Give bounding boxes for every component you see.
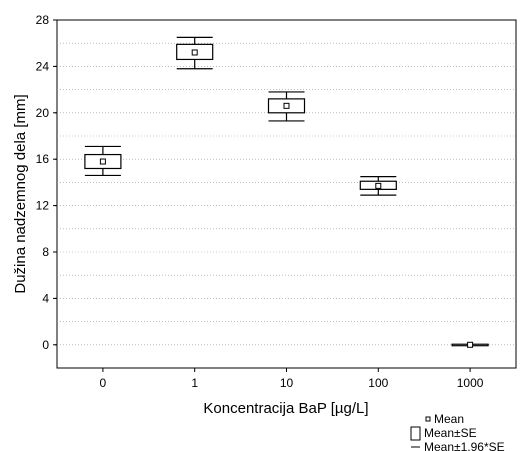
legend: Mean Mean±SE Mean±1,96*SE — [410, 412, 505, 451]
y-tick-label: 0 — [42, 338, 49, 352]
box-0 — [84, 145, 122, 177]
x-tick-label: 100 — [368, 376, 388, 390]
mean-marker — [191, 49, 198, 56]
mean-marker — [283, 102, 290, 109]
mean-marker — [467, 341, 474, 348]
plot-frame — [56, 19, 517, 369]
box-1 — [176, 36, 214, 70]
box-1000 — [451, 341, 489, 348]
legend-mean-icon — [425, 416, 431, 422]
legend-se-icon — [410, 426, 421, 441]
mean-marker — [375, 182, 382, 189]
x-axis: 0 1 10 100 1000 — [100, 368, 484, 390]
y-axis: 0 4 8 12 16 20 24 28 — [36, 13, 57, 352]
x-tick-label: 1000 — [457, 376, 484, 390]
y-tick-label: 12 — [36, 199, 50, 213]
x-tick-label: 10 — [280, 376, 294, 390]
x-tick-label: 1 — [191, 376, 198, 390]
y-tick-label: 4 — [42, 291, 49, 305]
y-tick-label: 28 — [36, 13, 50, 27]
legend-ci-label: Mean±1,96*SE — [424, 440, 505, 451]
y-tick-label: 20 — [36, 106, 50, 120]
x-axis-title: Koncentracija BaP [µg/L] — [203, 400, 368, 417]
y-tick-label: 24 — [36, 59, 50, 73]
x-tick-label: 0 — [100, 376, 107, 390]
box-100 — [359, 176, 397, 196]
y-axis-title: Dužina nadzemnog dela [mm] — [12, 94, 29, 293]
legend-se-label: Mean±SE — [424, 426, 477, 440]
mean-marker — [99, 158, 106, 165]
box-series — [84, 36, 489, 348]
y-tick-label: 8 — [42, 245, 49, 259]
y-tick-label: 16 — [36, 152, 50, 166]
box-10 — [267, 91, 306, 122]
legend-mean-label: Mean — [434, 412, 464, 426]
